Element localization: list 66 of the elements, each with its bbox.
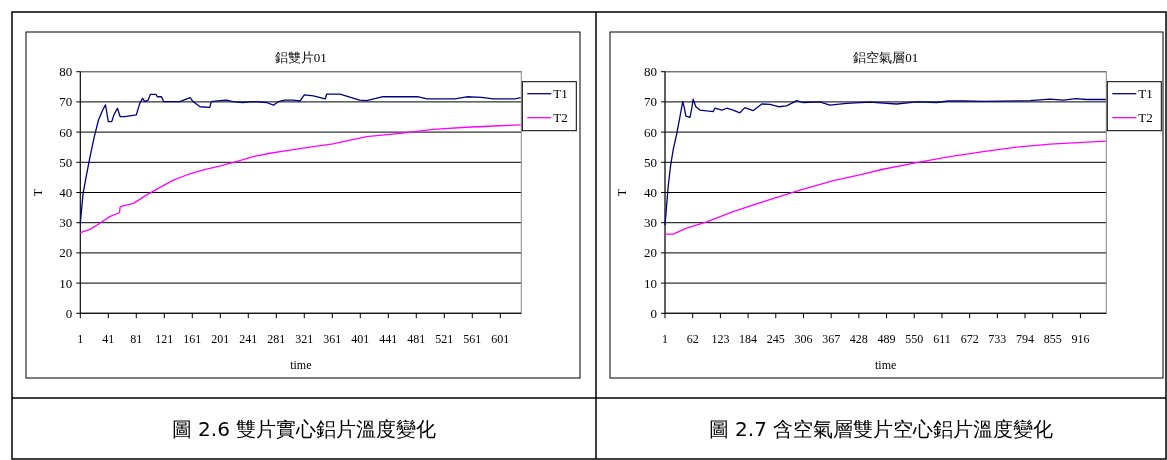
x-tick-label: 601 [491,332,510,347]
y-tick-label: 30 [644,215,657,231]
y-tick-label: 80 [59,64,73,80]
x-tick-label: 184 [739,332,758,347]
y-axis-title: T [31,188,45,197]
y-tick-label: 0 [650,305,657,321]
x-tick-label: 1 [77,332,84,347]
x-tick-label: 481 [407,332,426,347]
chart-title: 鋁雙片01 [274,50,327,65]
x-tick-label: 1 [662,332,668,347]
y-tick-label: 10 [59,275,73,291]
y-tick-label: 50 [644,154,657,170]
x-tick-label: 855 [1043,332,1062,347]
x-tick-label: 41 [102,332,115,347]
chart-title: 鋁空氣層01 [853,50,919,65]
x-tick-label: 733 [988,332,1007,347]
x-tick-label: 401 [351,332,370,347]
legend-label: T1 [1138,86,1153,102]
legend-label: T2 [1138,110,1153,126]
y-tick-label: 0 [65,305,73,321]
x-tick-label: 794 [1016,332,1035,347]
y-tick-label: 40 [59,185,73,201]
line-series [664,97,1107,226]
y-tick-label: 40 [644,185,657,201]
y-tick-label: 60 [59,124,73,140]
y-tick-label: 70 [59,94,73,110]
y-tick-label: 80 [644,64,657,80]
x-tick-label: 672 [960,332,979,347]
x-tick-label: 441 [379,332,398,347]
line-series [79,124,522,234]
x-tick-label: 281 [267,332,286,347]
x-tick-label: 561 [463,332,482,347]
y-tick-label: 50 [59,154,73,170]
line-series [79,93,522,224]
legend-label: T1 [553,86,568,102]
x-tick-label: 62 [686,332,699,347]
x-tick-label: 81 [130,332,143,347]
x-tick-label: 550 [905,332,924,347]
x-tick-label: 321 [295,332,314,347]
x-tick-label: 161 [183,332,202,347]
x-tick-label: 489 [877,332,896,347]
y-tick-label: 10 [644,275,657,291]
x-tick-label: 611 [933,332,951,347]
y-tick-label: 20 [59,245,73,261]
y-tick-label: 60 [644,124,657,140]
x-tick-label: 306 [794,332,813,347]
x-tick-label: 245 [766,332,785,347]
caption: 圖 2.6 雙片實心鋁片溫度變化 [171,417,437,441]
y-axis-title: T [615,188,629,197]
x-tick-label: 521 [435,332,454,347]
x-tick-label: 428 [849,332,868,347]
y-tick-label: 70 [644,94,657,110]
x-axis-title: time [874,358,897,373]
x-tick-label: 916 [1071,332,1090,347]
x-tick-label: 367 [822,332,841,347]
x-tick-label: 361 [323,332,342,347]
x-tick-label: 123 [711,332,730,347]
y-tick-label: 20 [644,245,657,261]
legend-label: T2 [553,110,568,126]
y-tick-label: 30 [59,215,73,231]
x-tick-label: 201 [211,332,230,347]
x-axis-title: time [290,358,312,373]
x-tick-label: 241 [239,332,258,347]
caption: 圖 2.7 含空氣層雙片空心鋁片溫度變化 [708,417,1054,441]
line-series [664,140,1107,235]
x-tick-label: 121 [155,332,174,347]
